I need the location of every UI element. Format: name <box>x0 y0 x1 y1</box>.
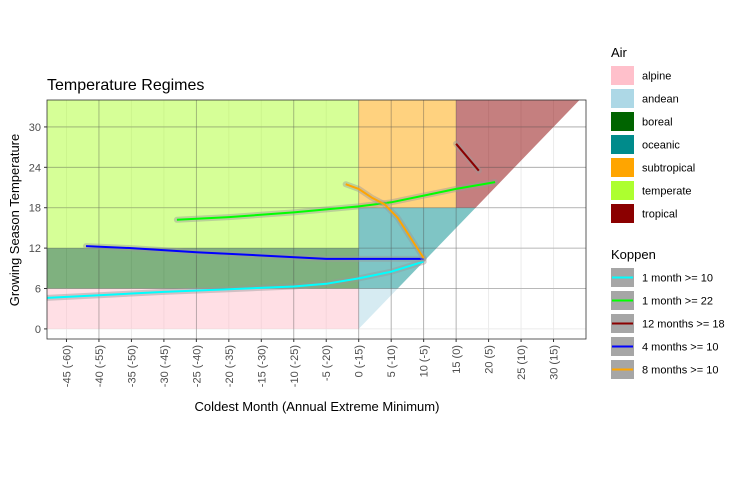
x-tick-label: -10 (-25) <box>289 345 301 387</box>
legend-label: 12 months >= 18 <box>642 319 725 331</box>
x-tick-label: 20 (5) <box>484 345 496 374</box>
legend: Air alpine andean boreal oceanic subtropical t… <box>611 45 725 379</box>
x-tick-label: -20 (-35) <box>224 345 236 387</box>
x-tick-label: 0 (-15) <box>354 345 366 377</box>
x-tick-label: 30 (15) <box>549 345 561 380</box>
series-line-12-months-18 <box>455 143 480 172</box>
x-tick-label: 10 (-5) <box>419 345 431 377</box>
x-tick-label: -35 (-50) <box>126 345 138 387</box>
legend-label: 1 month >= 22 <box>642 296 713 308</box>
chart-title: Temperature Regimes <box>47 77 204 94</box>
legend-label: boreal <box>642 117 673 129</box>
x-tick-label: -45 (-60) <box>61 345 73 387</box>
legend-label: 8 months >= 10 <box>642 365 718 377</box>
legend-label: andean <box>642 94 679 106</box>
region-boreal <box>47 248 359 289</box>
legend-key-boreal <box>611 112 634 131</box>
series-line-8-months-10 <box>345 183 425 259</box>
x-tick-label: -40 (-55) <box>94 345 106 387</box>
legend-label: temperate <box>642 186 692 198</box>
y-tick-label: 12 <box>29 243 41 255</box>
x-tick-label: 5 (-10) <box>386 345 398 377</box>
y-tick-label: 30 <box>29 122 41 134</box>
region-subtropical <box>358 100 457 208</box>
legend-label: tropical <box>642 209 677 221</box>
x-axis-title: Coldest Month (Annual Extreme Minimum) <box>195 399 440 414</box>
legend-key-alpine <box>611 66 634 85</box>
legend-title-air: Air <box>611 45 628 60</box>
legend-label: oceanic <box>642 140 680 152</box>
legend-label: 4 months >= 10 <box>642 342 718 354</box>
panel-border <box>46 99 587 340</box>
plot-area <box>46 99 587 340</box>
series-line-1-month-22 <box>176 181 496 221</box>
legend-label: alpine <box>642 71 671 83</box>
legend-key-subtropical <box>611 158 634 177</box>
series-line-1-month-10 <box>47 260 424 299</box>
series-line-4-months-10 <box>85 245 424 260</box>
x-tick-label: -25 (-40) <box>191 345 203 387</box>
x-tick-label: -5 (-20) <box>321 345 333 381</box>
axes: 0 6 12 18 24 30 -45 (-60) -40 (-55) -35 (-50) -30… <box>29 122 561 387</box>
legend-key-oceanic <box>611 135 634 154</box>
x-tick-label: 25 (10) <box>516 345 528 380</box>
legend-key-andean <box>611 89 634 108</box>
region-tropical <box>456 100 580 208</box>
y-tick-label: 0 <box>35 324 41 336</box>
plot-content <box>47 100 586 339</box>
x-tick-label: 15 (0) <box>451 345 463 374</box>
region-andean <box>358 288 398 329</box>
y-tick-label: 24 <box>29 162 41 174</box>
y-axis-title: Growing Season Temperature <box>7 134 22 306</box>
y-tick-label: 18 <box>29 203 41 215</box>
legend-label: 1 month >= 10 <box>642 273 713 285</box>
legend-title-koppen: Koppen <box>611 247 656 262</box>
region-alpine <box>47 288 359 329</box>
x-tick-label: -15 (-30) <box>256 345 268 387</box>
x-tick-label: -30 (-45) <box>159 345 171 387</box>
region-temperate <box>47 100 359 249</box>
y-tick-label: 6 <box>35 284 41 296</box>
legend-label: subtropical <box>642 163 695 175</box>
legend-key-temperate <box>611 181 634 200</box>
legend-key-tropical <box>611 204 634 223</box>
